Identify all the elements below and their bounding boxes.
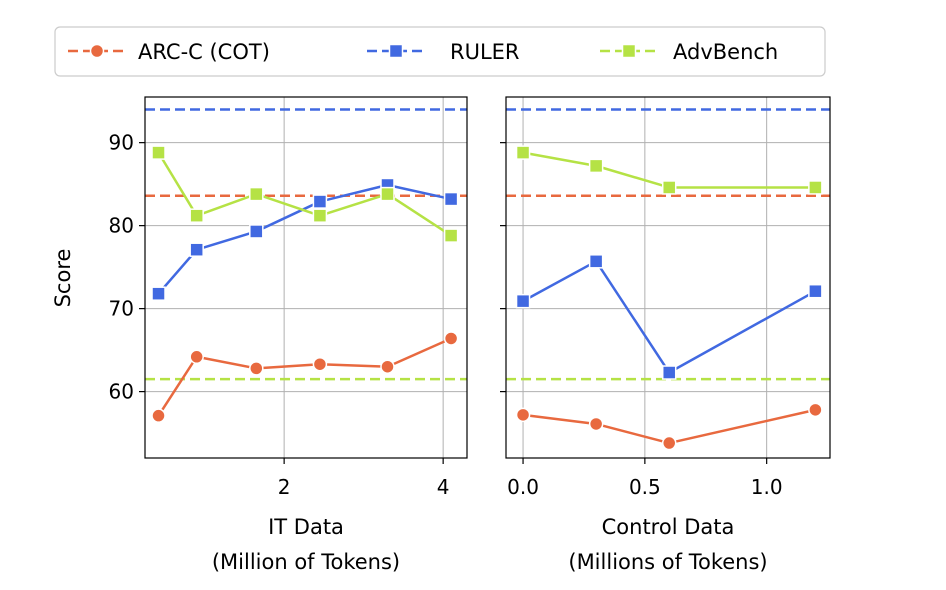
series-line-arc-c-cot <box>522 408 816 445</box>
plot-frame <box>505 96 831 459</box>
legend-label: RULER <box>450 40 520 64</box>
data-point-ruler <box>249 224 264 239</box>
data-point-advbench <box>808 180 823 195</box>
data-point-arc-c-cot <box>151 408 166 423</box>
legend-box <box>54 26 826 77</box>
data-point-arc-c-cot <box>588 416 604 432</box>
y-tick-label: 90 <box>109 131 134 155</box>
data-point-arc-c-cot <box>808 402 823 418</box>
data-point-arc-c-cot <box>380 359 395 374</box>
x-tick-label: 0.5 <box>629 475 661 499</box>
x-axis-label-line2: (Million of Tokens) <box>212 550 400 574</box>
y-axis-label: Score <box>51 249 75 308</box>
data-point-advbench <box>515 145 531 160</box>
x-axis-label-line2: (Millions of Tokens) <box>568 550 767 574</box>
data-point-advbench <box>588 158 604 174</box>
data-point-advbench <box>151 145 166 160</box>
legend-swatch-marker <box>89 43 105 59</box>
legend-entry-advbench: AdvBench <box>600 40 778 64</box>
y-tick-label: 60 <box>109 380 134 404</box>
data-point-advbench <box>443 228 459 243</box>
data-point-arc-c-cot <box>443 331 459 346</box>
x-axis-label-line1: Control Data <box>602 515 735 539</box>
data-point-ruler <box>515 293 531 309</box>
x-tick-label: 1.0 <box>751 475 783 499</box>
data-point-advbench <box>661 180 677 195</box>
x-axis-label-line1: IT Data <box>268 515 344 539</box>
data-point-arc-c-cot <box>189 349 204 365</box>
plot-frame <box>144 96 468 459</box>
legend-swatch-marker <box>621 43 637 59</box>
data-point-ruler <box>443 191 459 207</box>
data-point-arc-c-cot <box>515 407 531 423</box>
legend-entry-arc-c-cot: ARC-C (COT) <box>68 40 270 64</box>
data-point-ruler <box>312 194 328 209</box>
data-point-ruler <box>588 254 604 269</box>
data-point-ruler <box>151 286 166 301</box>
legend-entry-ruler: RULER <box>367 40 520 64</box>
data-point-advbench <box>249 186 264 202</box>
series-line-arc-c-cot <box>157 337 452 417</box>
series-line-ruler <box>157 183 452 295</box>
data-point-advbench <box>189 208 204 223</box>
data-point-ruler <box>661 365 677 380</box>
panel-1: 60 70 80 90 2 4 IT Data (Million of Tokens) <box>109 96 468 574</box>
data-point-arc-c-cot <box>661 435 677 451</box>
series-line-ruler <box>522 260 816 374</box>
series-line-advbench <box>157 151 452 237</box>
y-tick-label: 80 <box>109 214 134 238</box>
data-point-arc-c-cot <box>249 361 264 376</box>
data-point-ruler <box>808 283 823 299</box>
data-point-ruler <box>189 242 204 257</box>
legend-swatch-marker <box>388 43 404 59</box>
y-tick-label: 70 <box>109 297 134 321</box>
series-line-advbench <box>522 151 816 189</box>
x-tick-label: 2 <box>278 475 291 499</box>
x-tick-label: 0.0 <box>507 475 539 499</box>
legend-label: ARC-C (COT) <box>138 40 270 64</box>
legend-label: AdvBench <box>673 40 778 64</box>
data-point-advbench <box>380 186 395 202</box>
legend: ARC-C (COT) RULER AdvBench <box>54 26 826 77</box>
data-point-arc-c-cot <box>312 356 328 372</box>
panel-2: 0.0 0.5 1.0 Control Data (Millions of Tokens… <box>500 96 831 574</box>
x-tick-label: 4 <box>437 475 450 499</box>
data-point-advbench <box>312 208 328 223</box>
